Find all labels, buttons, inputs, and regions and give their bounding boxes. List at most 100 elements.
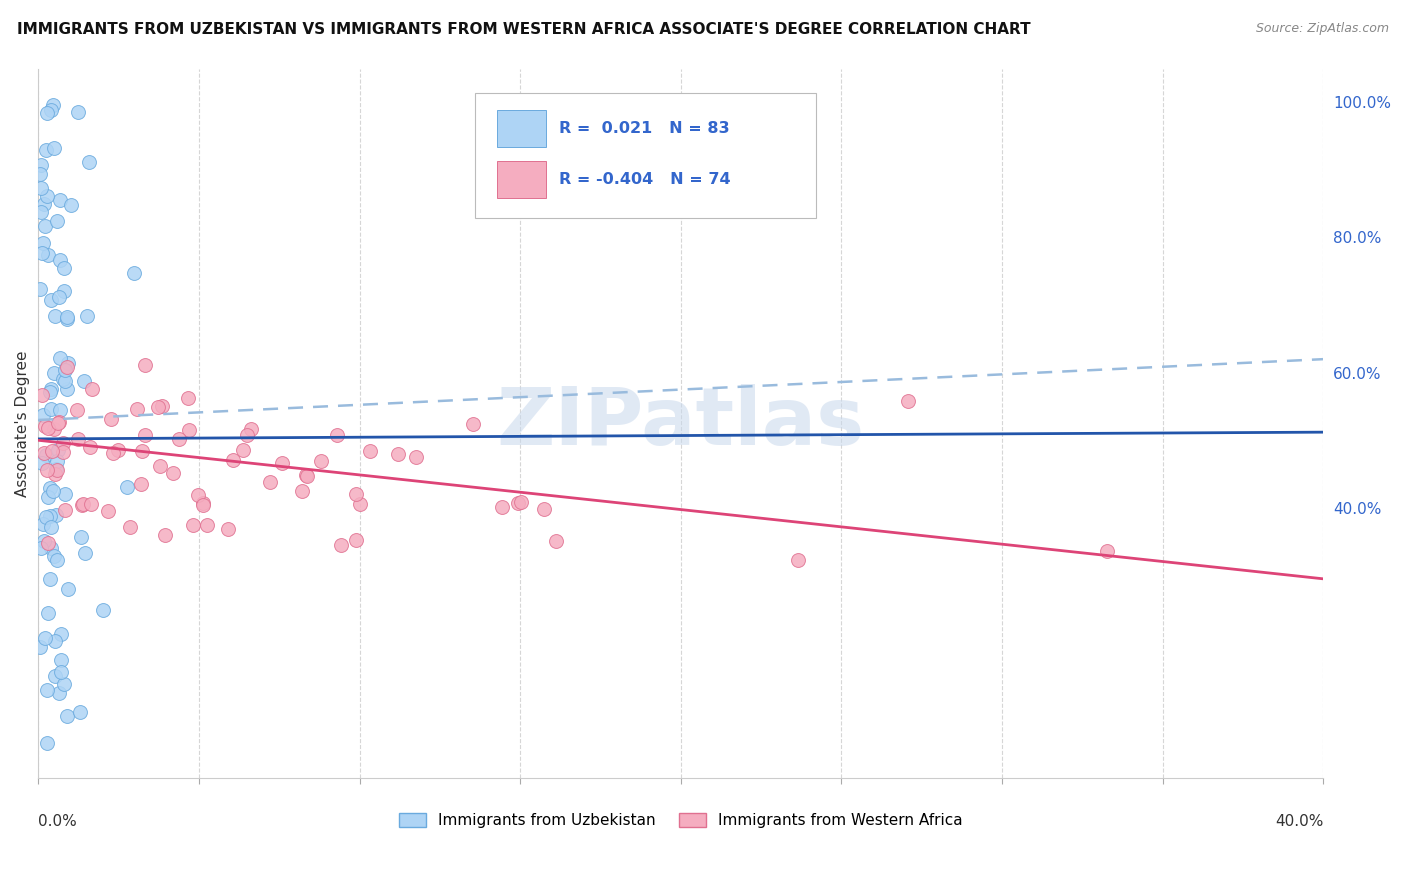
Point [39,385,62,400]
Point [326,428,349,442]
Point [122,266,145,280]
Point [344,487,367,501]
Text: Source: ZipAtlas.com: Source: ZipAtlas.com [1256,22,1389,36]
Point [48,415,70,429]
Text: R =  0.021   N = 83: R = 0.021 N = 83 [558,120,730,136]
Point [131,444,153,458]
Point [31,516,53,531]
Point [69,706,91,720]
Point [46,443,69,458]
Point [49,403,72,417]
Point [39,103,62,117]
Point [35,448,58,462]
Point [506,496,529,510]
Point [271,456,294,470]
Point [191,499,214,513]
Point [32,533,55,548]
Point [187,488,209,502]
Legend: Immigrants from Uzbekistan, Immigrants from Western Africa: Immigrants from Uzbekistan, Immigrants f… [392,807,969,834]
Point [134,358,156,372]
Point [35,143,58,157]
Point [290,484,312,499]
Point [217,523,239,537]
FancyBboxPatch shape [475,94,815,218]
Point [56,312,79,326]
Bar [498,161,546,198]
Point [259,475,281,490]
Point [97,504,120,518]
Point [75,546,97,560]
Point [45,508,67,522]
Point [387,447,409,461]
Point [48,290,70,304]
Point [77,155,100,169]
Point [34,418,56,433]
Point [67,433,90,447]
Point [31,456,53,470]
Point [120,519,142,533]
Point [70,530,93,544]
Point [45,454,67,468]
Point [72,374,94,388]
Point [53,362,76,376]
Point [897,393,920,408]
Point [32,235,55,250]
Point [56,360,79,375]
Point [125,402,148,417]
Point [39,383,62,397]
Point [46,553,69,567]
Point [134,428,156,442]
Point [344,533,367,547]
Point [76,309,98,323]
Text: 0.0%: 0.0% [38,814,77,829]
Point [37,606,59,620]
Point [53,284,76,298]
Point [162,466,184,480]
Point [359,444,381,458]
Point [330,538,353,552]
Point [179,423,201,437]
Point [28,167,51,181]
Point [52,260,75,275]
Point [787,553,810,567]
Text: 40.0%: 40.0% [1275,814,1323,829]
Point [232,443,254,458]
Point [349,497,371,511]
Point [48,351,70,366]
Point [30,205,52,219]
Point [45,462,67,476]
Point [222,452,245,467]
Point [44,141,66,155]
Point [39,293,62,307]
Point [405,450,427,464]
Point [37,490,59,504]
Point [295,468,318,483]
Point [58,582,80,596]
Point [56,356,79,370]
Point [59,198,82,212]
Point [80,382,103,396]
Point [34,219,56,233]
Point [35,463,58,477]
Point [49,253,72,268]
Point [101,446,124,460]
Text: IMMIGRANTS FROM UZBEKISTAN VS IMMIGRANTS FROM WESTERN AFRICA ASSOCIATE'S DEGREE : IMMIGRANTS FROM UZBEKISTAN VS IMMIGRANTS… [17,22,1031,37]
Point [1095,543,1118,558]
Point [38,481,60,495]
Point [53,487,76,501]
Point [34,631,56,645]
Point [35,105,58,120]
Point [91,602,114,616]
Point [44,633,66,648]
Point [195,517,218,532]
Point [35,735,58,749]
Point [491,500,513,514]
Point [37,536,59,550]
Point [42,549,65,564]
Point [28,640,51,655]
Point [150,399,173,413]
Point [30,181,52,195]
Point [44,422,66,436]
Point [148,401,170,415]
Point [37,188,59,202]
